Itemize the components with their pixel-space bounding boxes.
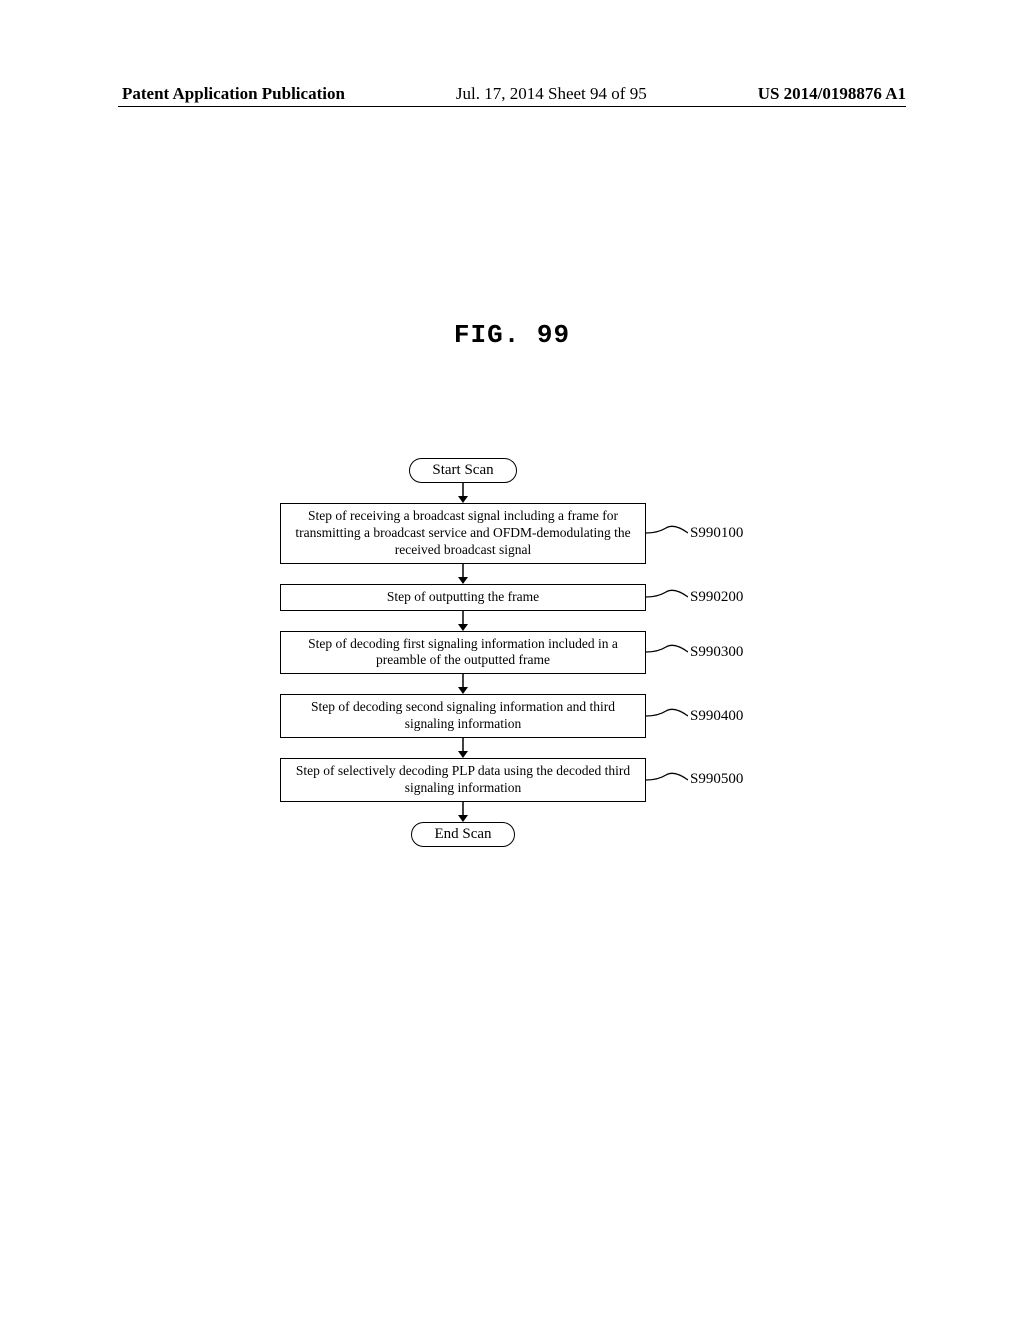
- arrow-icon: [280, 483, 646, 503]
- step-box-5: Step of selectively decoding PLP data us…: [280, 758, 646, 802]
- end-terminal-wrap: End Scan: [280, 822, 646, 847]
- connector-icon: [646, 709, 688, 723]
- step-label-5: S990500: [690, 771, 743, 788]
- connector-icon: [646, 773, 688, 787]
- step-label-4: S990400: [690, 708, 743, 725]
- step-label-1: S990100: [690, 525, 743, 542]
- step-row: Step of decoding first signaling informa…: [280, 631, 800, 675]
- figure-title: FIG. 99: [0, 320, 1024, 350]
- step-label-3: S990300: [690, 644, 743, 661]
- page-header: Patent Application Publication Jul. 17, …: [0, 84, 1024, 104]
- connector-icon: [646, 590, 688, 604]
- connector-icon: [646, 526, 688, 540]
- header-center: Jul. 17, 2014 Sheet 94 of 95: [456, 84, 647, 104]
- step-row: Step of decoding second signaling inform…: [280, 694, 800, 738]
- step-row: Step of receiving a broadcast signal inc…: [280, 503, 800, 564]
- arrow-icon: [280, 611, 646, 631]
- step-row: Step of outputting the frame S990200: [280, 584, 800, 611]
- flowchart: Start Scan Step of receiving a broadcast…: [280, 458, 800, 847]
- step-box-3: Step of decoding first signaling informa…: [280, 631, 646, 675]
- start-terminal-wrap: Start Scan: [280, 458, 646, 483]
- arrow-icon: [280, 802, 646, 822]
- header-rule: [118, 106, 906, 107]
- start-terminal: Start Scan: [409, 458, 516, 483]
- step-box-1: Step of receiving a broadcast signal inc…: [280, 503, 646, 564]
- end-terminal: End Scan: [411, 822, 514, 847]
- arrow-icon: [280, 674, 646, 694]
- arrow-icon: [280, 738, 646, 758]
- step-label-2: S990200: [690, 589, 743, 606]
- step-box-4: Step of decoding second signaling inform…: [280, 694, 646, 738]
- header-right: US 2014/0198876 A1: [758, 84, 906, 104]
- step-box-2: Step of outputting the frame: [280, 584, 646, 611]
- connector-icon: [646, 645, 688, 659]
- step-row: Step of selectively decoding PLP data us…: [280, 758, 800, 802]
- header-left: Patent Application Publication: [122, 84, 345, 104]
- arrow-icon: [280, 564, 646, 584]
